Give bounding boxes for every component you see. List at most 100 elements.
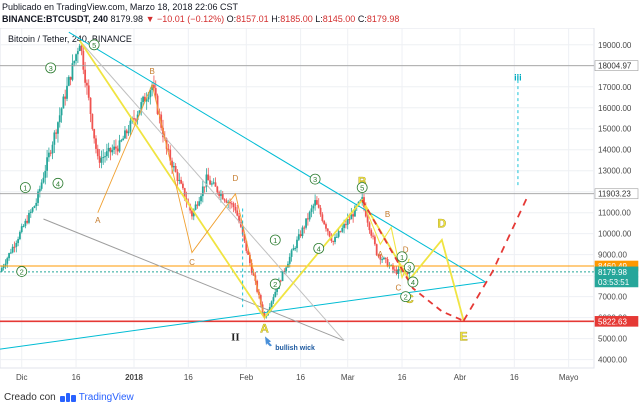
circled-label-text: 4 [317,244,321,253]
candle-body [368,222,371,231]
candle-body [26,220,29,223]
candle-body [178,179,181,181]
candle-body [66,85,68,99]
x-tick-label: Abr [454,373,467,382]
candle-body [294,248,297,250]
y-tick-label: 19000.00 [598,41,632,50]
candle-body [28,212,30,223]
candle-body [230,203,233,205]
y-tick-label: 11000.00 [598,209,631,218]
candle-body [247,250,250,255]
candle-body [281,270,284,282]
candle-body [2,266,5,269]
wave-label-minor: A [95,216,101,225]
candle-body [344,224,347,226]
candle-body [174,165,177,172]
candle-body [381,259,384,261]
candle-body [397,268,400,274]
candle-body [40,182,43,189]
wave-label-minor: B [385,210,390,219]
candle-body [87,85,90,98]
plot-area[interactable] [0,28,595,369]
candle-body [196,204,199,206]
candle-body [122,138,125,141]
last-price: 8179.98 [110,14,144,24]
candle-body [323,220,326,225]
candle-body [140,102,143,111]
candle-body [209,180,211,185]
footer-credit: Creado con TradingView [0,386,640,408]
candle-body [73,60,76,64]
candle-body [9,252,12,254]
y-tick-label: 7000.00 [598,293,627,302]
candle-body [210,183,213,185]
candle-body [182,183,184,189]
candle-body [299,234,302,237]
candle-body [220,193,222,196]
candle-body [13,246,16,248]
candle-body [125,130,128,134]
candle-body [96,148,99,157]
candle-body [111,149,114,153]
price-chart[interactable]: Bitcoin / Tether, 240, BINANCE B A C D E B A C D… [0,28,640,386]
symbol-label[interactable]: BINANCE:BTCUSDT, 240 [2,14,109,24]
y-tick-label: 5000.00 [598,335,627,344]
circled-label-text: 1 [23,184,27,193]
candle-body [143,96,146,102]
wave-label-major: E [460,330,468,344]
candle-body [127,131,130,134]
candle-body [84,69,87,83]
y-tick-label: 9000.00 [598,251,627,260]
candle-body [290,250,293,257]
candle-body [203,186,206,188]
candle-body [142,96,144,103]
circled-label-ring [269,234,281,246]
footer-brand[interactable]: TradingView [78,391,134,403]
candle-body [154,88,157,96]
candle-body [321,214,324,221]
candle-body [384,257,387,260]
circled-label-text: 2 [273,280,277,289]
down-arrow-icon: ▼ [145,14,155,24]
high-value: 8185.00 [280,14,313,24]
candle-body [55,132,58,134]
candle-body [6,258,9,264]
candle-body [58,115,61,123]
x-tick-label: Mar [341,373,355,382]
candle-body [205,174,208,187]
candle-body [124,130,126,139]
time-axis[interactable]: Dic 16 2018 16 Feb 16 Mar 16 Abr 16 Mayo [16,373,579,382]
price-label-text: 5822.63 [598,317,627,326]
y-tick-label: 10000.00 [598,230,632,239]
sub-wave-path-1 [97,83,265,318]
candle-body [62,96,65,109]
candle-body [22,226,25,228]
circled-label-text: 3 [313,175,317,184]
candle-body [227,201,230,203]
candle-body [149,89,152,98]
candle-body [305,218,307,228]
price-axis[interactable]: 19000.0018000.0017000.0016000.0015000.00… [594,41,639,365]
candle-body [118,140,121,152]
candle-body [57,122,59,134]
candle-body [198,201,201,206]
candle-body [328,231,331,237]
candle-body [207,174,210,181]
candle-body [316,200,318,205]
candle-body [370,230,373,236]
candle-body [373,236,376,245]
chart-title: Bitcoin / Tether, 240, BINANCE [8,34,132,44]
candle-body [274,291,277,298]
candle-body [38,188,41,192]
price-label-text: 8460.49 [598,262,627,271]
candle-body [80,45,83,51]
candle-body [337,231,340,237]
candle-body [165,138,168,149]
candle-body [239,222,242,227]
candle-body [375,244,378,256]
published-caption: Publicado en TradingView.com, Marzo 18, … [2,2,238,12]
x-tick-label: Mayo [559,373,579,382]
candle-body [104,156,106,158]
candle-body [249,254,251,264]
projection-up [462,193,530,322]
